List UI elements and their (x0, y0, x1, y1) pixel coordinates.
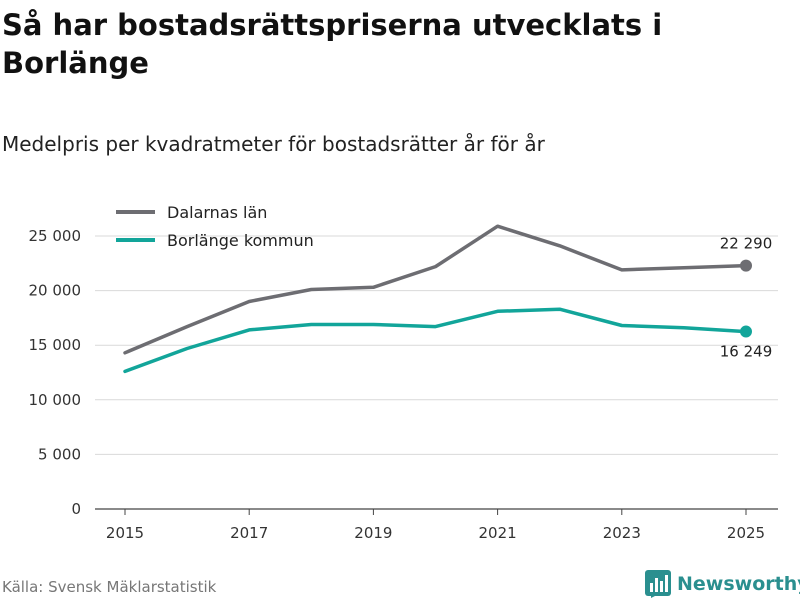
series-line-borlange (123, 307, 748, 374)
x-tick-label: 2021 (479, 524, 517, 542)
end-point-dalarna (740, 259, 752, 272)
y-tick-label: 10 000 (29, 391, 82, 409)
x-tick-label: 2019 (354, 524, 392, 542)
end-point-borlange (740, 325, 752, 338)
y-tick-label: 20 000 (29, 282, 82, 300)
brand-name: Newsworthy (677, 573, 800, 595)
y-tick-label: 5 000 (38, 445, 81, 463)
x-tick-label: 2025 (727, 524, 765, 542)
end-label-borlange: 16 249 (720, 343, 773, 361)
legend-label-borlange: Borlänge kommun (167, 231, 314, 250)
brand-logo: Newsworthy (645, 570, 800, 598)
series-line-dalarna (123, 224, 748, 355)
x-tick-label: 2015 (106, 524, 144, 542)
legend-label-dalarna: Dalarnas län (167, 203, 267, 222)
end-label-dalarna: 22 290 (720, 235, 773, 253)
newsworthy-logo-icon (645, 570, 671, 598)
chart-subtitle: Medelpris per kvadratmeter för bostadsrä… (2, 132, 545, 156)
x-tick-label: 2023 (603, 524, 641, 542)
line-chart: 0 5 000 10 000 15 000 20 000 25 000 2015 2017 20… (29, 203, 778, 542)
source-note: Källa: Svensk Mäklarstatistik (2, 578, 217, 596)
x-tick-label: 2017 (230, 524, 268, 542)
y-tick-label: 15 000 (29, 336, 82, 354)
y-tick-label: 25 000 (29, 227, 82, 245)
chart-title: Så har bostadsrättspriserna utvecklats i… (2, 8, 663, 80)
y-tick-label: 0 (71, 500, 81, 518)
